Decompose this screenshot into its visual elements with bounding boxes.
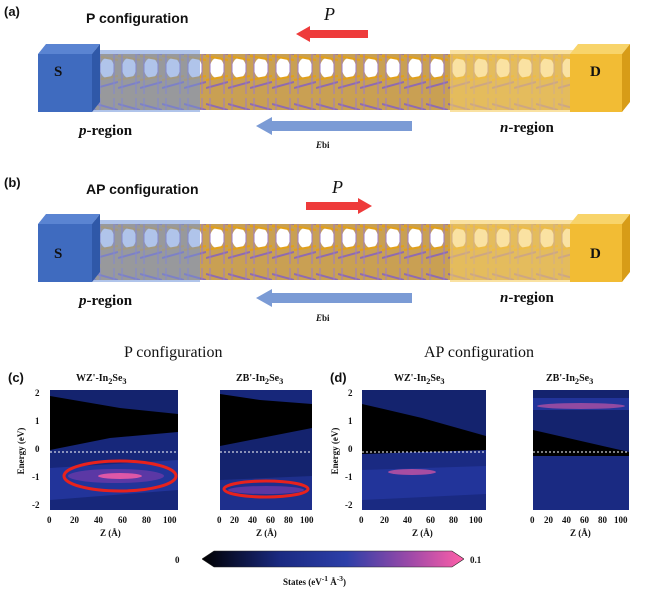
- panel-b-polarization-label: P: [332, 177, 343, 197]
- panel-d-plot1-x-tick: 20: [380, 515, 389, 525]
- panel-d-plot1-x-tick: 80: [449, 515, 458, 525]
- panel-c-plot1-x-tick: 40: [94, 515, 103, 525]
- panel-c-plot2-x-tick: 40: [248, 515, 257, 525]
- panel-d-plot1-ldos-map: [362, 390, 486, 510]
- panel-a-source-electrode: [38, 54, 92, 112]
- panel-b-polarization-arrow: [306, 198, 372, 214]
- panel-c-plot1-highlight-ellipse: [62, 459, 178, 493]
- panel-c-plot1-x-tick: 0: [47, 515, 52, 525]
- panel-c-plot1-title: WZ'-In2Se3: [76, 373, 127, 386]
- panel-d-title: AP configuration: [424, 344, 535, 361]
- panel-b-source-label: S: [54, 246, 63, 262]
- panel-b-device-schematic: [38, 214, 630, 282]
- panel-a-polarization-label: P: [324, 4, 335, 24]
- panel-d-y-tick: 1: [348, 416, 353, 426]
- panel-d-label: (d): [330, 370, 347, 385]
- panel-d-plot1-title: WZ'-In2Se3: [394, 373, 445, 386]
- panel-a-drain-label: D: [590, 64, 601, 80]
- panel-b-p-region-label: p-region: [79, 293, 133, 309]
- panel-c-plot1-x-tick: 20: [70, 515, 79, 525]
- panel-b-title: AP configuration: [86, 181, 199, 197]
- panel-d-plot1-x-tick: 100: [469, 515, 483, 525]
- panel-b-drain-label: D: [590, 246, 601, 262]
- colorbar-max-label: 0.1: [470, 555, 482, 565]
- panel-c-plot2-x-tick: 60: [266, 515, 275, 525]
- panel-d-y-tick: 2: [348, 388, 353, 398]
- panel-d-plot1-x-tick: 0: [359, 515, 364, 525]
- panel-c-plot1-x-tick: 100: [163, 515, 177, 525]
- panel-b-field-arrow: [256, 289, 412, 307]
- colorbar-min-label: 0: [175, 555, 180, 565]
- panel-b-drain-electrode: [570, 224, 622, 282]
- panel-c-y-tick: 2: [35, 388, 40, 398]
- panel-a-polarization-arrow: [296, 26, 368, 42]
- panel-b-n-region-label: n-region: [500, 290, 554, 306]
- panel-d-plot2-x-tick: 40: [562, 515, 571, 525]
- colorbar-title: States (eV-1 Å-3): [283, 574, 346, 587]
- colorbar: [202, 550, 464, 568]
- panel-a-device-schematic: [38, 44, 630, 112]
- panel-c-plot2-ldos-map: [220, 390, 312, 510]
- panel-c-title: P configuration: [124, 344, 223, 361]
- panel-a-n-region-label: n-region: [500, 120, 554, 136]
- panel-d-plot1-x-tick: 60: [426, 515, 435, 525]
- panel-d-plot2-ldos-map: [533, 390, 629, 510]
- panel-a-field-arrow: [256, 117, 412, 135]
- panel-d-y-tick: 0: [348, 444, 353, 454]
- panel-a-field-label: Ebi: [316, 140, 330, 150]
- panel-a-label: (a): [4, 4, 20, 19]
- panel-d-plot2-x-axis-title: Z (Å): [570, 528, 591, 538]
- panel-c-y-tick: 1: [35, 416, 40, 426]
- panel-c-plot2-x-tick: 20: [230, 515, 239, 525]
- panel-a-drain-electrode: [570, 54, 622, 112]
- panel-d-y-tick: -1: [345, 472, 353, 482]
- panel-c-plot2-x-tick: 100: [300, 515, 314, 525]
- panel-d-y-axis-title: Energy (eV): [330, 427, 340, 475]
- panel-c-y-tick: -2: [32, 500, 40, 510]
- panel-c-y-tick: -1: [32, 472, 40, 482]
- panel-d-plot2-title: ZB'-In2Se3: [546, 373, 594, 386]
- panel-c-plot1-ldos-map: [50, 390, 178, 510]
- panel-b-label: (b): [4, 175, 21, 190]
- panel-d-plot1-x-axis-title: Z (Å): [412, 528, 433, 538]
- panel-d-plot2-x-tick: 100: [614, 515, 628, 525]
- panel-c-plot1-x-tick: 80: [142, 515, 151, 525]
- panel-a-p-region-label: p-region: [79, 123, 133, 139]
- panel-c-plot2-x-tick: 80: [284, 515, 293, 525]
- panel-b-source-electrode: [38, 224, 92, 282]
- panel-d-plot1-x-tick: 40: [403, 515, 412, 525]
- panel-c-plot1-x-tick: 60: [118, 515, 127, 525]
- panel-c-y-tick: 0: [35, 444, 40, 454]
- panel-c-plot2-highlight-ellipse: [222, 479, 310, 499]
- panel-d-y-tick: -2: [345, 500, 353, 510]
- panel-a-title: P configuration: [86, 10, 189, 26]
- panel-c-label: (c): [8, 370, 24, 385]
- panel-d-plot2-x-tick: 80: [598, 515, 607, 525]
- panel-b-field-label: Ebi: [316, 313, 330, 323]
- panel-d-plot2-x-tick: 20: [544, 515, 553, 525]
- panel-c-plot2-x-tick: 0: [217, 515, 222, 525]
- panel-c-plot2-title: ZB'-In2Se3: [236, 373, 284, 386]
- panel-a-source-label: S: [54, 64, 63, 80]
- panel-d-plot2-x-tick: 60: [580, 515, 589, 525]
- panel-c-y-axis-title: Energy (eV): [16, 427, 26, 475]
- panel-c-plot2-x-axis-title: Z (Å): [256, 528, 277, 538]
- panel-d-plot2-x-tick: 0: [530, 515, 535, 525]
- panel-c-plot1-x-axis-title: Z (Å): [100, 528, 121, 538]
